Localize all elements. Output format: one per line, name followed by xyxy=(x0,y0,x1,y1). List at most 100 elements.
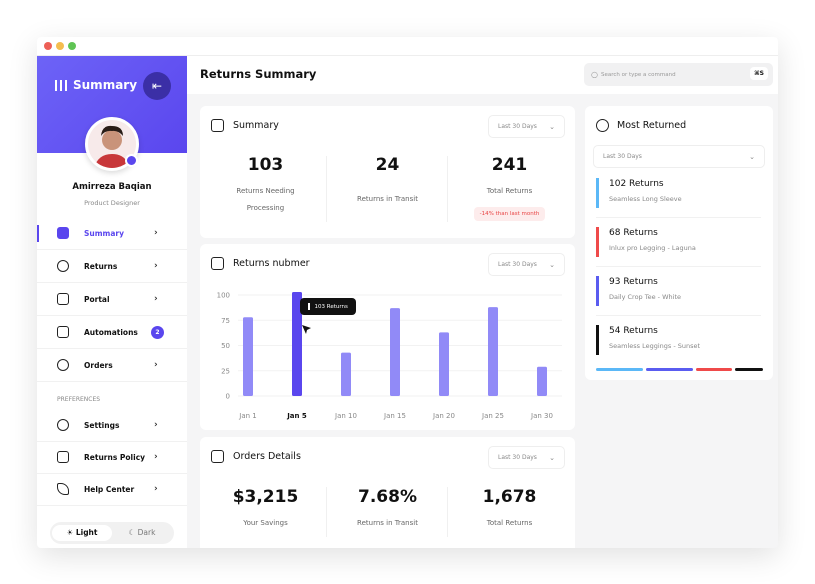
x-tick-label: Jan 15 xyxy=(383,412,406,420)
dropdown-value: Last 30 Days xyxy=(603,153,642,160)
segment xyxy=(596,368,643,371)
sidebar-item-portal[interactable]: Portal › xyxy=(37,283,187,316)
automation-icon xyxy=(57,326,69,338)
policy-icon xyxy=(57,451,69,463)
dark-theme-button[interactable]: ☾ Dark xyxy=(128,528,156,537)
card-title: Summary xyxy=(233,120,279,131)
gear-icon xyxy=(57,419,69,431)
divider xyxy=(326,156,327,222)
sidebar-item-label: Returns Policy xyxy=(84,452,146,462)
logout-icon: ⇤ xyxy=(151,79,163,93)
sidebar-item-label: Summary xyxy=(84,228,125,238)
range-dropdown[interactable]: Last 30 Days ⌄ xyxy=(593,145,765,168)
stat-label: Total Returns xyxy=(486,519,533,527)
chevron-right-icon: › xyxy=(154,420,158,430)
stat-value: 7.68% xyxy=(358,487,417,507)
stat-value: 24 xyxy=(375,155,400,175)
sidebar-item-returns[interactable]: Returns › xyxy=(37,250,187,283)
distribution-bar xyxy=(596,368,763,371)
card-title: Orders Details xyxy=(233,451,301,462)
chevron-down-icon: ⌄ xyxy=(749,152,755,161)
color-marker xyxy=(596,178,599,208)
range-dropdown[interactable]: Last 30 Days ⌄ xyxy=(488,446,565,469)
chevron-right-icon: › xyxy=(154,484,158,494)
app-window: Summary ⇤ Amirreza Baqian Product Design… xyxy=(37,37,778,548)
color-marker xyxy=(596,276,599,306)
logout-button[interactable]: ⇤ xyxy=(143,72,171,100)
avatar-image xyxy=(94,125,130,168)
list-item[interactable]: 93 Returns Daily Crop Tee - White xyxy=(596,276,761,316)
chevron-down-icon: ⌄ xyxy=(549,260,555,269)
sidebar-item-label: Returns xyxy=(84,261,118,271)
search-input[interactable]: ○ Search or type a command ⌘S xyxy=(584,63,773,86)
color-marker xyxy=(596,227,599,257)
sidebar-item-returns-policy[interactable]: Returns Policy › xyxy=(37,441,187,474)
range-dropdown[interactable]: Last 30 Days ⌄ xyxy=(488,253,565,276)
avatar[interactable] xyxy=(85,117,139,171)
search-icon: ○ xyxy=(591,70,598,79)
item-count: 93 Returns xyxy=(609,277,658,287)
edit-avatar-button[interactable] xyxy=(125,154,138,167)
most-returned-card: Most Returned Last 30 Days ⌄ 102 Returns S… xyxy=(585,106,773,380)
chart-icon xyxy=(211,119,224,132)
sidebar-item-label: Automations xyxy=(84,327,138,337)
dark-theme-label: Dark xyxy=(137,528,156,537)
x-tick-label: Jan 1 xyxy=(238,412,256,420)
user-role: Product Designer xyxy=(84,199,140,207)
chevron-right-icon: › xyxy=(154,452,158,462)
stat-label: Returns in Transit xyxy=(357,519,418,527)
y-tick-label: 0 xyxy=(226,393,230,401)
dropdown-value: Last 30 Days xyxy=(498,261,537,268)
segment xyxy=(735,368,763,371)
light-theme-button[interactable]: ☀ Light xyxy=(52,525,112,541)
sidebar-item-label: Orders xyxy=(84,360,113,370)
stat-label: Returns Needing Processing xyxy=(236,187,295,212)
bar-jan-10 xyxy=(341,352,351,396)
shortcut-hint: ⌘S xyxy=(750,67,768,80)
preferences-heading: PREFERENCES xyxy=(57,396,101,403)
stat-value: 241 xyxy=(491,155,528,175)
range-dropdown[interactable]: Last 30 Days ⌄ xyxy=(488,115,565,138)
count-badge: 2 xyxy=(151,325,164,339)
close-window-button[interactable] xyxy=(44,42,52,50)
chevron-down-icon: ⌄ xyxy=(549,453,555,462)
chevron-right-icon: › xyxy=(154,360,158,370)
page-title: Returns Summary xyxy=(200,67,317,81)
dropdown-value: Last 30 Days xyxy=(498,123,537,130)
sidebar-item-summary[interactable]: Summary › xyxy=(37,217,187,250)
divider xyxy=(447,487,448,537)
list-item[interactable]: 54 Returns Seamless Leggings - Sunset xyxy=(596,325,761,365)
list-item[interactable]: 102 Returns Seamless Long Sleeve xyxy=(596,178,761,218)
stat-value: 103 xyxy=(247,155,284,175)
trend-badge: -14% than last month xyxy=(473,207,546,221)
y-tick-label: 100 xyxy=(217,292,230,300)
chart-tooltip: 103 Returns xyxy=(300,298,356,315)
sidebar-item-settings[interactable]: Settings › xyxy=(37,409,187,442)
logo-icon xyxy=(55,79,67,91)
chevron-right-icon: › xyxy=(154,261,158,271)
sidebar-item-orders[interactable]: Orders › xyxy=(37,349,187,382)
x-tick-label: Jan 5 xyxy=(286,412,307,420)
maximize-window-button[interactable] xyxy=(68,42,76,50)
y-tick-label: 50 xyxy=(221,342,230,350)
user-name: Amirreza Baqian xyxy=(72,182,152,192)
stat-total-returns: 241 Total Returns -14% than last month xyxy=(447,155,572,221)
list-item[interactable]: 68 Returns Inlux pro Legging - Laguna xyxy=(596,227,761,267)
color-marker xyxy=(596,325,599,355)
stat-needing-processing: 103 Returns Needing Processing xyxy=(203,155,328,217)
item-count: 68 Returns xyxy=(609,228,658,238)
card-title: Most Returned xyxy=(617,120,687,131)
sidebar-item-help-center[interactable]: Help Center › xyxy=(37,473,187,506)
brand: Summary xyxy=(55,78,137,92)
item-name: Seamless Long Sleeve xyxy=(609,195,682,203)
cursor-icon xyxy=(302,325,311,334)
stat-value: $3,215 xyxy=(232,487,299,507)
stat-label: Your Savings xyxy=(243,519,288,527)
minimize-window-button[interactable] xyxy=(56,42,64,50)
bar-jan-5 xyxy=(292,291,302,396)
sidebar-item-automations[interactable]: Automations 2 xyxy=(37,316,187,349)
returns-chart-card: Returns nubmer Last 30 Days ⌄ 0 25 50 75 100 J… xyxy=(200,244,575,430)
card-title: Returns nubmer xyxy=(233,258,310,269)
light-theme-label: Light xyxy=(75,528,98,537)
stat-in-transit: 24 Returns in Transit xyxy=(325,155,450,208)
